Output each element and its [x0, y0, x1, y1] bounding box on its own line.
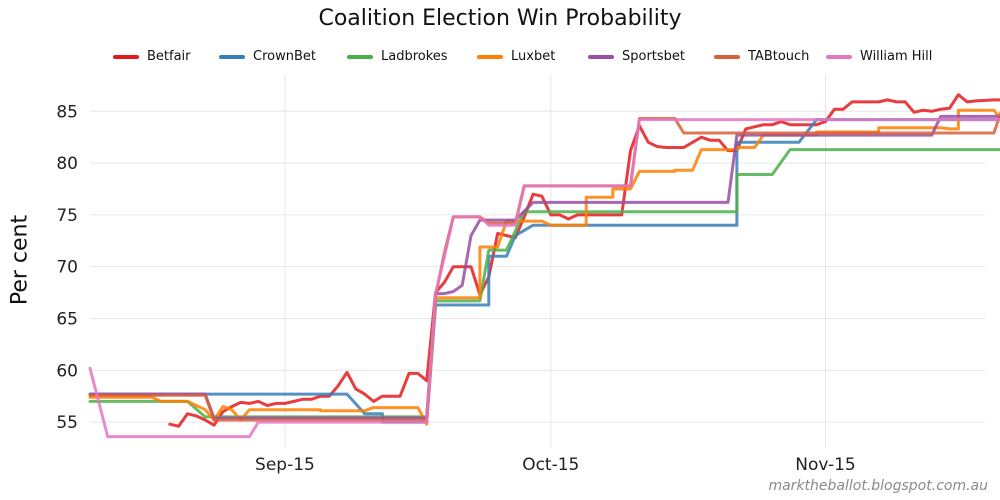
- x-tick-label: Oct-15: [522, 455, 579, 475]
- y-tick-label: 85: [56, 102, 78, 122]
- legend-label: Luxbet: [511, 49, 556, 64]
- y-tick-label: 55: [56, 413, 78, 433]
- legend-swatch: [588, 54, 614, 59]
- legend-swatch: [113, 54, 139, 59]
- legend-item-ladbrokes: Ladbrokes: [347, 49, 448, 64]
- credit-text: marktheballot.blogspot.com.au: [768, 478, 988, 494]
- legend-label: William Hill: [860, 49, 933, 64]
- legend-label: Sportsbet: [622, 49, 686, 64]
- legend-label: Betfair: [147, 49, 191, 64]
- legend-swatch: [477, 54, 503, 59]
- legend-item-betfair: Betfair: [113, 49, 191, 64]
- legend-swatch: [347, 54, 373, 59]
- y-tick-label: 80: [56, 154, 78, 174]
- series-line-crownbet: [88, 118, 1000, 424]
- series-line-ladbrokes: [88, 148, 1000, 419]
- legend-item-luxbet: Luxbet: [477, 49, 555, 64]
- series-line-tabtouch: [88, 110, 1000, 422]
- y-tick-label: 65: [56, 309, 78, 329]
- chart-title: Coalition Election Win Probability: [318, 6, 682, 31]
- legend-label: TABtouch: [748, 49, 810, 64]
- legend-swatch: [219, 54, 245, 59]
- x-tick-label: Nov-15: [795, 455, 856, 475]
- legend-item-tabtouch: TABtouch: [714, 49, 809, 64]
- legend-label: Ladbrokes: [381, 49, 448, 64]
- series-line-luxbet: [88, 108, 1000, 426]
- legend-swatch: [714, 54, 740, 59]
- legend-item-crownbet: CrownBet: [219, 49, 316, 64]
- legend-item-sportsbet: Sportsbet: [588, 49, 685, 64]
- legend-label: CrownBet: [253, 49, 316, 64]
- series-line-sportsbet: [88, 114, 1000, 420]
- y-tick-label: 70: [56, 258, 78, 278]
- legend-item-william-hill: William Hill: [826, 49, 932, 64]
- x-tick-label: Sep-15: [255, 455, 315, 475]
- series-line-william-hill: [88, 118, 1000, 439]
- legend-swatch: [826, 54, 852, 59]
- y-tick-label: 75: [56, 206, 78, 226]
- series-line-betfair: [168, 93, 1000, 428]
- y-tick-label: 60: [56, 361, 78, 381]
